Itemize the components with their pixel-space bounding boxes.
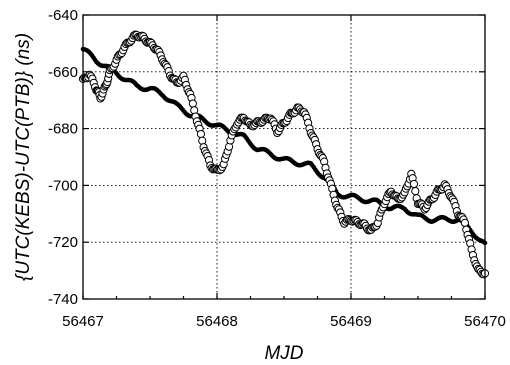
data-point-open [409,179,419,189]
x-tick-label: 56468 [196,313,238,330]
y-axis-label: {UTC(KEBS)-UTC(PTB)} (ns) [13,33,34,281]
x-axis-label: MJD [264,343,303,364]
y-tick-label: -640 [48,7,78,24]
data-point-open [196,129,206,139]
tick-label-layer: 56467 56468 56469 56470 -740 -720 -700 -680 -660… [48,7,506,330]
data-point-open [188,99,197,108]
series-2 [78,30,490,279]
x-tick-label: 56469 [330,313,372,330]
y-tick-label: -680 [48,121,78,138]
x-tick-label: 56470 [464,313,506,330]
x-tick-label: 56467 [62,313,104,330]
y-tick-label: -660 [48,64,78,81]
data-point-open [198,136,207,145]
series-1 [80,46,488,246]
y-tick-label: -740 [48,291,78,308]
data-point-open [411,187,420,196]
y-tick-label: -700 [48,177,78,194]
series-layer [78,30,490,279]
tick-layer [82,14,486,300]
data-point-open [460,218,469,227]
y-tick-label: -720 [48,234,78,251]
